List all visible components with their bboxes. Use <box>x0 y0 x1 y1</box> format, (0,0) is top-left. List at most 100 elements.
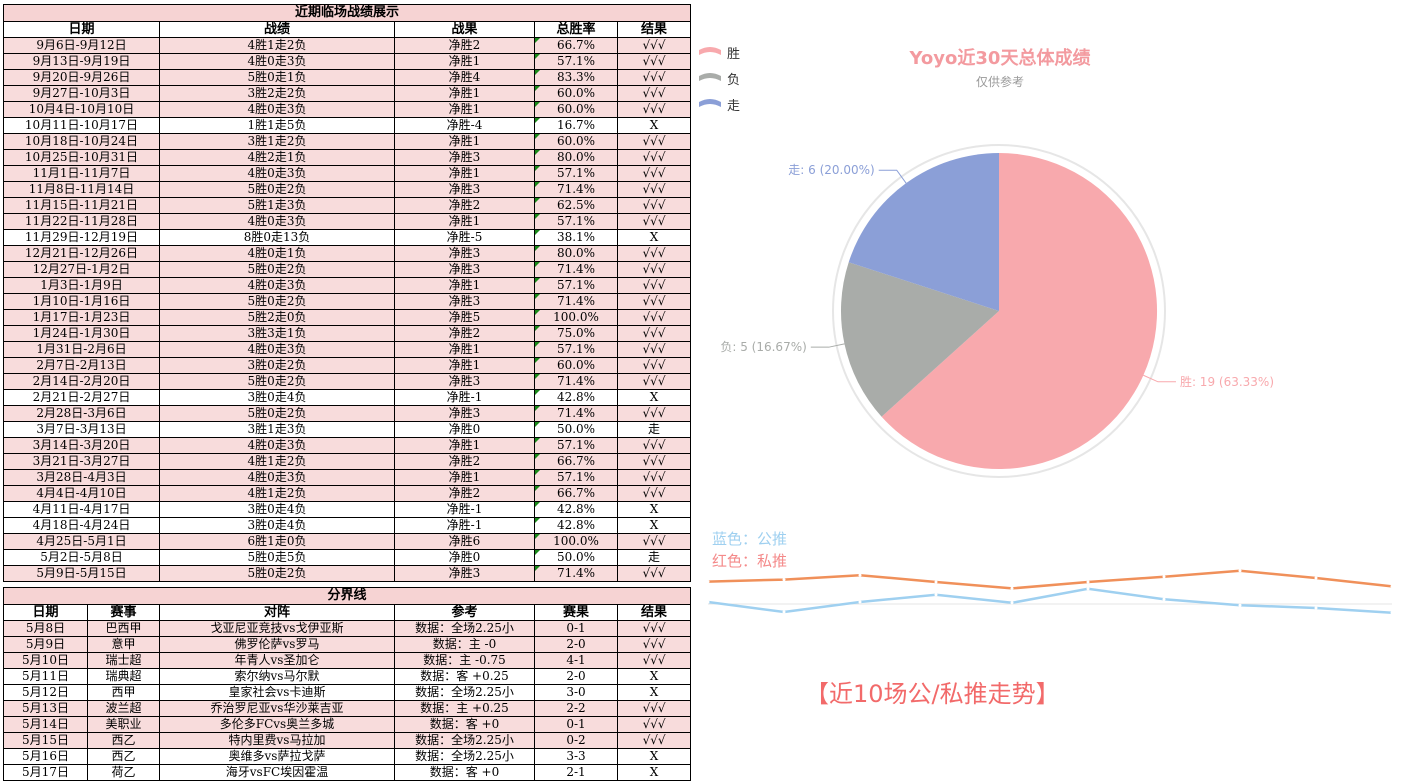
pick-league: 西乙 <box>87 748 160 765</box>
results-row: 9月6日-9月12日 4胜1走2负 净胜2 66.7% √√√ <box>3 37 692 54</box>
row-winrate: 50.0% <box>534 549 618 566</box>
row-result: √√√ <box>616 245 692 262</box>
row-date: 9月13日-9月19日 <box>3 53 160 70</box>
row-result: √√√ <box>616 85 692 102</box>
row-record: 3胜0走4负 <box>159 517 395 534</box>
row-net: 净胜3 <box>394 405 535 422</box>
row-net: 净胜4 <box>394 69 535 86</box>
row-winrate: 71.4% <box>534 261 618 278</box>
picks-row: 5月11日 瑞典超 索尔纳vs马尔默 数据：客 +0.25 2-0 X <box>3 668 692 685</box>
row-net: 净胜3 <box>394 149 535 166</box>
results-row: 10月18日-10月24日 3胜1走2负 净胜1 60.0% √√√ <box>3 133 692 150</box>
row-date: 3月7日-3月13日 <box>3 421 160 438</box>
trend-point <box>1238 603 1242 607</box>
row-winrate: 57.1% <box>534 341 618 358</box>
trend-point <box>1314 606 1318 610</box>
row-net: 净胜2 <box>394 37 535 54</box>
row-record: 5胜2走0负 <box>159 309 395 326</box>
row-date: 1月31日-2月6日 <box>3 341 160 358</box>
row-net: 净胜3 <box>394 373 535 390</box>
row-net: 净胜1 <box>394 213 535 230</box>
legend-swatch[interactable] <box>699 73 721 81</box>
pick-score: 2-1 <box>534 764 618 781</box>
pie-labels: 胜: 19 (63.33%) 负: 5 (16.67%) 走: 6 (20.00%) <box>720 163 1274 389</box>
row-date: 3月21日-3月27日 <box>3 453 160 470</box>
row-winrate: 100.0% <box>534 309 618 326</box>
pick-match: 奥维多vs萨拉戈萨 <box>159 748 395 765</box>
picks-header-cell: 赛事 <box>87 604 160 621</box>
pick-league: 荷乙 <box>87 764 160 781</box>
row-winrate: 71.4% <box>534 293 618 310</box>
pick-reference: 数据：全场2.25小 <box>394 684 535 701</box>
row-record: 5胜0走2负 <box>159 293 395 310</box>
row-record: 4胜0走3负 <box>159 101 395 118</box>
pick-score: 0-2 <box>534 732 618 749</box>
pick-score: 3-3 <box>534 748 618 765</box>
results-row: 11月29日-12月19日 8胜0走13负 净胜-5 38.1% X <box>3 229 692 246</box>
pick-reference: 数据：全场2.25小 <box>394 748 535 765</box>
row-net: 净胜3 <box>394 565 535 582</box>
legend-label[interactable]: 走 <box>727 99 740 114</box>
picks-row: 5月16日 西乙 奥维多vs萨拉戈萨 数据：全场2.25小 3-3 X <box>3 748 692 765</box>
results-row: 9月13日-9月19日 4胜0走3负 净胜1 57.1% √√√ <box>3 53 692 70</box>
row-date: 9月6日-9月12日 <box>3 37 160 54</box>
pie-subtitle: 仅供参考 <box>976 74 1024 89</box>
row-record: 5胜1走3负 <box>159 197 395 214</box>
results-row: 3月14日-3月20日 4胜0走3负 净胜1 57.1% √√√ <box>3 437 692 454</box>
row-date: 3月28日-4月3日 <box>3 469 160 486</box>
row-record: 5胜0走1负 <box>159 69 395 86</box>
row-result: √√√ <box>616 533 692 550</box>
row-winrate: 80.0% <box>534 245 618 262</box>
row-date: 10月25日-10月31日 <box>3 149 160 166</box>
pick-score: 2-0 <box>534 636 618 653</box>
pick-match: 皇家社会vs卡迪斯 <box>159 684 395 701</box>
row-net: 净胜-4 <box>394 117 535 134</box>
row-result: √√√ <box>616 357 692 374</box>
pick-reference: 数据：主 -0.75 <box>394 652 535 669</box>
trend-point <box>858 573 862 577</box>
pick-date: 5月17日 <box>3 764 88 781</box>
results-table-body: 近期临场战绩展示 日期 战绩 战果 总胜率 结果 9月6日-9月12日 4胜1走2负 净胜2… <box>2 4 692 582</box>
pick-result: √√√ <box>616 716 692 733</box>
pick-reference: 数据：全场2.25小 <box>394 620 535 637</box>
row-winrate: 71.4% <box>534 565 618 582</box>
trend-point <box>706 600 710 604</box>
results-row: 3月28日-4月3日 4胜0走3负 净胜1 57.1% √√√ <box>3 469 692 486</box>
legend-label[interactable]: 负 <box>727 73 740 88</box>
pick-date: 5月14日 <box>3 716 88 733</box>
picks-table-header: 日期 赛事 对阵 参考 赛果 结果 <box>3 604 692 621</box>
results-row: 1月3日-1月9日 4胜0走3负 净胜1 57.1% √√√ <box>3 277 692 294</box>
row-record: 8胜0走13负 <box>159 229 395 246</box>
pick-date: 5月15日 <box>3 732 88 749</box>
results-row: 2月14日-2月20日 5胜0走2负 净胜3 71.4% √√√ <box>3 373 692 390</box>
pick-score: 3-0 <box>534 684 618 701</box>
legend-swatch[interactable] <box>699 47 721 55</box>
row-winrate: 71.4% <box>534 181 618 198</box>
results-row: 12月27日-1月2日 5胜0走2负 净胜3 71.4% √√√ <box>3 261 692 278</box>
row-date: 11月29日-12月19日 <box>3 229 160 246</box>
row-net: 净胜2 <box>394 453 535 470</box>
pick-reference: 数据：全场2.25小 <box>394 732 535 749</box>
pick-result: X <box>616 764 692 781</box>
row-record: 4胜0走3负 <box>159 53 395 70</box>
row-date: 3月14日-3月20日 <box>3 437 160 454</box>
pick-match: 索尔纳vs马尔默 <box>159 668 395 685</box>
pick-league: 西乙 <box>87 732 160 749</box>
row-winrate: 38.1% <box>534 229 618 246</box>
row-net: 净胜2 <box>394 325 535 342</box>
results-row: 4月4日-4月10日 4胜1走2负 净胜2 66.7% √√√ <box>3 485 692 502</box>
trend-point <box>1390 611 1394 615</box>
row-record: 5胜0走5负 <box>159 549 395 566</box>
row-record: 4胜0走3负 <box>159 165 395 182</box>
picks-row: 5月9日 意甲 佛罗伦萨vs罗马 数据：主 -0 2-0 √√√ <box>3 636 692 653</box>
results-row: 10月11日-10月17日 1胜1走5负 净胜-4 16.7% X <box>3 117 692 134</box>
row-result: √√√ <box>616 485 692 502</box>
pick-match: 海牙vsFC埃因霍温 <box>159 764 395 781</box>
results-row: 10月25日-10月31日 4胜2走1负 净胜3 80.0% √√√ <box>3 149 692 166</box>
row-net: 净胜0 <box>394 549 535 566</box>
row-record: 4胜1走2负 <box>159 37 395 54</box>
legend-swatch[interactable] <box>699 99 721 107</box>
row-winrate: 57.1% <box>534 53 618 70</box>
row-winrate: 71.4% <box>534 405 618 422</box>
legend-label[interactable]: 胜 <box>727 47 740 62</box>
